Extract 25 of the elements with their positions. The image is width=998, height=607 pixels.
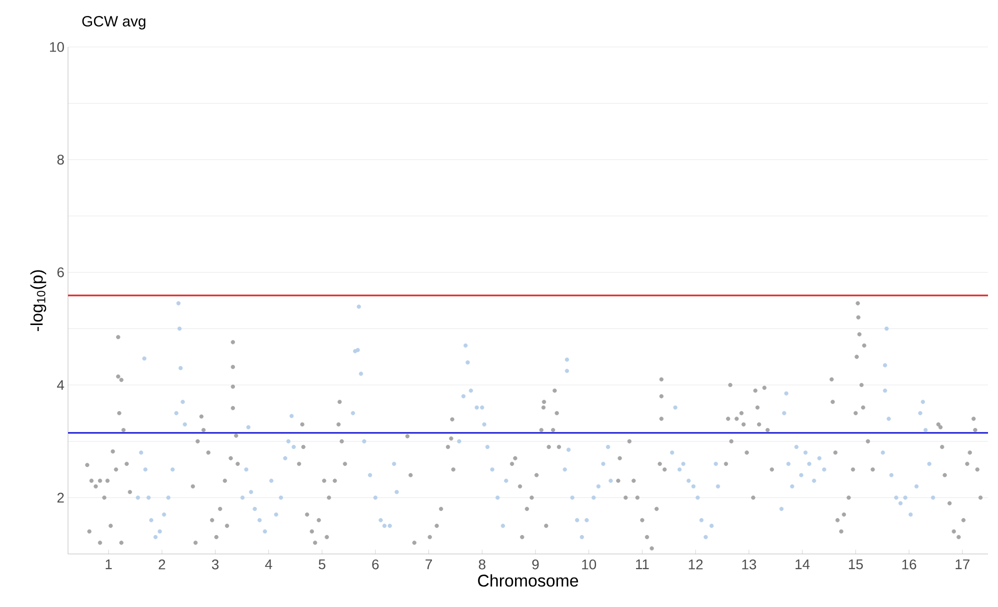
x-tick-label: 13	[742, 559, 756, 570]
x-tick-label: 9	[532, 559, 539, 570]
x-tick-label: 1	[106, 560, 112, 570]
x-axis-title: Chromosome	[478, 574, 578, 587]
x-tick-label: 5	[318, 560, 326, 570]
x-tick-label: 16	[902, 559, 916, 570]
x-tick-label: 11	[636, 560, 649, 570]
x-tick-label: 14	[796, 560, 810, 570]
x-tick-label: 10	[582, 559, 596, 570]
y-tick-label: 8	[57, 154, 64, 165]
y-axis-title: -log$_{10}$(p)	[30, 270, 46, 332]
chart-title: GCW avg	[82, 16, 146, 30]
x-tick-label: 17	[956, 560, 970, 570]
x-tick-label: 4	[265, 560, 272, 570]
x-tick-label: 7	[426, 560, 432, 570]
x-tick-label: 3	[212, 559, 219, 570]
x-tick-label: 15	[848, 560, 863, 570]
y-tick-label: 2	[57, 492, 64, 503]
y-tick-label: 10	[50, 42, 64, 52]
x-tick-label: 6	[372, 559, 379, 570]
y-tick-label: 4	[57, 380, 64, 390]
x-tick-label: 12	[688, 559, 703, 570]
x-tick-label: 8	[478, 559, 486, 570]
y-tick-label: 6	[57, 267, 64, 278]
x-tick-label: 2	[158, 559, 166, 570]
